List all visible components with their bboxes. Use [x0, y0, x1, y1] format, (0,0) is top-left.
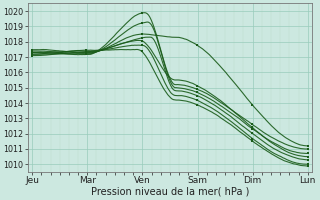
X-axis label: Pression niveau de la mer( hPa ): Pression niveau de la mer( hPa ) — [91, 187, 249, 197]
